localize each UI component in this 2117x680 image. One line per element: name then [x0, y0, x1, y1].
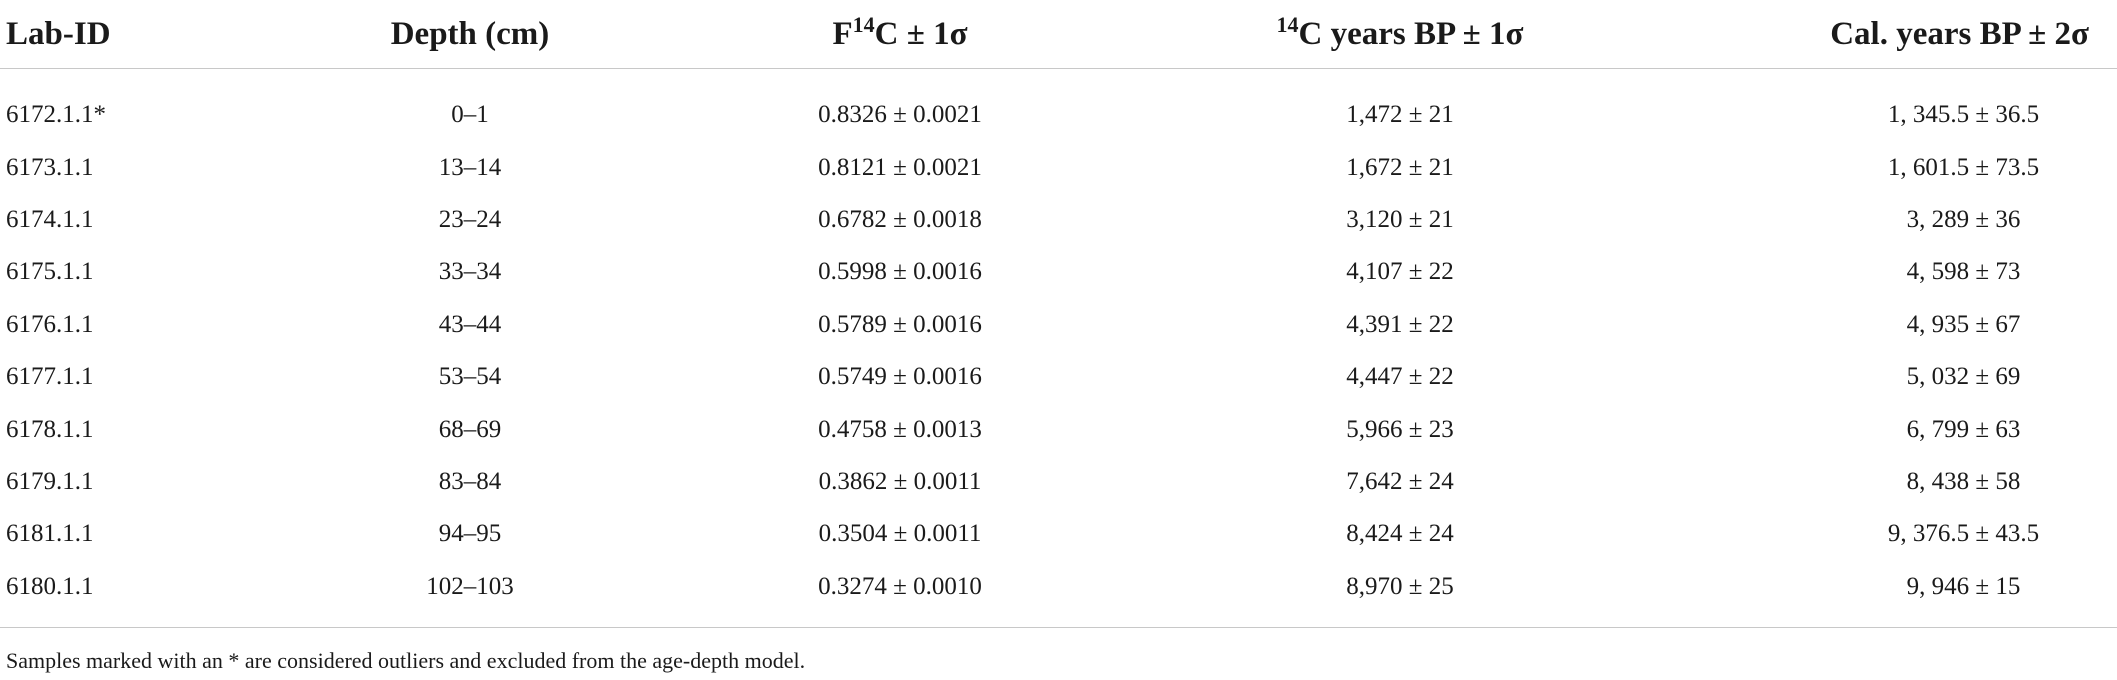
depth-cell: 68–69	[438, 415, 502, 443]
header-c14-years: 14C years BP ± 1σ	[1120, 0, 1680, 69]
c14-years-cell: 7,642 ± 24	[1346, 467, 1454, 495]
cal-years-cell: 4, 935 ± 67	[1906, 310, 2021, 338]
f14c-cell: 0.5749 ± 0.0016	[818, 363, 982, 391]
table-row: 6172.1.1* 0–1 0.8326 ± 0.0021 1,472 ± 21 1, …	[0, 69, 2117, 142]
lab-id-cell: 6179.1.1	[6, 467, 94, 495]
table-row: 6179.1.1 83–84 0.3862 ± 0.0011 7,642 ± 24 8,…	[0, 456, 2117, 508]
c14-years-cell: 8,424 ± 24	[1346, 520, 1454, 548]
depth-cell: 0–1	[451, 101, 489, 129]
table-body: 6172.1.1* 0–1 0.8326 ± 0.0021 1,472 ± 21 1, …	[0, 69, 2117, 628]
header-cal-years: Cal. years BP ± 2σ	[1680, 0, 2117, 69]
cal-years-cell: 9, 376.5 ± 43.5	[1887, 520, 2040, 548]
f14c-cell: 0.8121 ± 0.0021	[818, 153, 982, 181]
cal-years-cell: 8, 438 ± 58	[1906, 467, 2021, 495]
depth-cell: 94–95	[438, 520, 502, 548]
lab-id-cell: 6173.1.1	[6, 153, 94, 181]
cal-years-cell: 1, 345.5 ± 36.5	[1887, 101, 2040, 129]
f14c-cell: 0.3274 ± 0.0010	[680, 560, 1120, 628]
depth-cell: 102–103	[260, 560, 680, 628]
f14c-cell: 0.6782 ± 0.0018	[818, 205, 982, 233]
cal-years-cell: 5, 032 ± 69	[1906, 363, 2021, 391]
depth-cell: 53–54	[438, 363, 502, 391]
c14-years-cell: 4,107 ± 22	[1346, 258, 1454, 286]
header-f14c-prefix: F	[832, 15, 853, 52]
header-f14c: F14C ± 1σ	[680, 0, 1120, 69]
table-header-row: Lab-ID Depth (cm) F14C ± 1σ 14C years BP…	[0, 0, 2117, 69]
radiocarbon-dates-table: Lab-ID Depth (cm) F14C ± 1σ 14C years BP…	[0, 0, 2117, 628]
header-f14c-sup: 14	[852, 11, 875, 37]
f14c-cell: 0.5998 ± 0.0016	[818, 258, 982, 286]
header-f14c-suffix: C ± 1σ	[874, 15, 968, 52]
f14c-cell: 0.5789 ± 0.0016	[818, 310, 982, 338]
f14c-cell: 0.3504 ± 0.0011	[818, 520, 982, 548]
lab-id-cell: 6180.1.1	[0, 560, 260, 628]
c14-years-cell: 1,472 ± 21	[1346, 101, 1454, 129]
c14-years-cell: 8,970 ± 25	[1120, 560, 1680, 628]
table-row: 6176.1.1 43–44 0.5789 ± 0.0016 4,391 ± 22 4,…	[0, 299, 2117, 351]
f14c-cell: 0.8326 ± 0.0021	[818, 101, 982, 129]
lab-id-cell: 6174.1.1	[6, 205, 94, 233]
c14-years-cell: 1,672 ± 21	[1346, 153, 1454, 181]
table-footnote: Samples marked with an * are considered …	[6, 648, 806, 673]
table-row: 6173.1.1 13–14 0.8121 ± 0.0021 1,672 ± 21 1,…	[0, 141, 2117, 193]
table-row: 6175.1.1 33–34 0.5998 ± 0.0016 4,107 ± 22 4,…	[0, 246, 2117, 298]
depth-cell: 83–84	[438, 467, 502, 495]
cal-years-cell: 4, 598 ± 73	[1906, 258, 2021, 286]
c14-years-cell: 4,447 ± 22	[1346, 363, 1454, 391]
lab-id-cell: 6178.1.1	[6, 415, 94, 443]
header-c14-sup: 14	[1276, 11, 1299, 37]
cal-years-cell: 1, 601.5 ± 73.5	[1887, 153, 2040, 181]
f14c-cell: 0.4758 ± 0.0013	[818, 415, 982, 443]
lab-id-cell: 6172.1.1*	[6, 101, 106, 129]
table-row: 6181.1.1 94–95 0.3504 ± 0.0011 8,424 ± 24 9,…	[0, 508, 2117, 560]
header-lab-id: Lab-ID	[0, 0, 260, 69]
header-depth: Depth (cm)	[260, 0, 680, 69]
c14-years-cell: 5,966 ± 23	[1346, 415, 1454, 443]
table-row: 6177.1.1 53–54 0.5749 ± 0.0016 4,447 ± 22 5,…	[0, 351, 2117, 403]
table-row: 6180.1.1 102–103 0.3274 ± 0.0010 8,970 ± 25…	[0, 560, 2117, 628]
depth-cell: 33–34	[438, 258, 502, 286]
lab-id-cell: 6177.1.1	[6, 363, 94, 391]
cal-years-cell: 3, 289 ± 36	[1906, 205, 2021, 233]
c14-years-cell: 3,120 ± 21	[1346, 205, 1454, 233]
f14c-cell: 0.3862 ± 0.0011	[818, 467, 982, 495]
table-row: 6174.1.1 23–24 0.6782 ± 0.0018 3,120 ± 21 3,…	[0, 194, 2117, 246]
c14-years-cell: 4,391 ± 22	[1346, 310, 1454, 338]
lab-id-cell: 6175.1.1	[6, 258, 94, 286]
depth-cell: 13–14	[438, 153, 502, 181]
table-row: 6178.1.1 68–69 0.4758 ± 0.0013 5,966 ± 23 6,…	[0, 403, 2117, 455]
cal-years-cell: 9, 946 ± 15	[1680, 560, 2117, 628]
depth-cell: 23–24	[438, 205, 502, 233]
lab-id-cell: 6176.1.1	[6, 310, 94, 338]
lab-id-cell: 6181.1.1	[6, 520, 94, 548]
header-c14-suffix: C years BP ± 1σ	[1298, 15, 1524, 52]
depth-cell: 43–44	[438, 310, 502, 338]
cal-years-cell: 6, 799 ± 63	[1906, 415, 2021, 443]
